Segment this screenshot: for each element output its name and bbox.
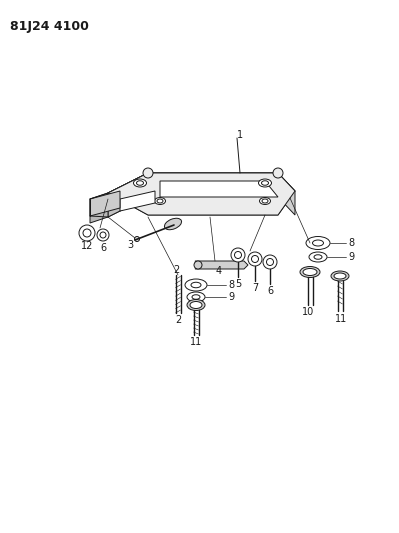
Polygon shape [90, 193, 108, 223]
Text: 9: 9 [348, 252, 354, 262]
Ellipse shape [309, 252, 327, 262]
Ellipse shape [187, 300, 205, 311]
Ellipse shape [164, 219, 182, 230]
Circle shape [273, 168, 283, 178]
Text: 81J24 4100: 81J24 4100 [10, 20, 89, 33]
Ellipse shape [303, 269, 317, 276]
Polygon shape [160, 181, 278, 197]
Text: 11: 11 [190, 337, 202, 347]
Circle shape [267, 259, 273, 265]
Circle shape [83, 229, 91, 237]
Text: 3: 3 [127, 240, 133, 250]
Circle shape [97, 229, 109, 241]
Ellipse shape [192, 295, 200, 299]
Text: 5: 5 [235, 279, 241, 289]
Ellipse shape [262, 199, 268, 203]
Polygon shape [195, 261, 248, 269]
Ellipse shape [300, 266, 320, 278]
Circle shape [248, 252, 262, 266]
Circle shape [143, 168, 153, 178]
Text: 11: 11 [335, 314, 347, 324]
Text: 7: 7 [252, 283, 258, 293]
Circle shape [235, 252, 241, 259]
Ellipse shape [331, 271, 349, 281]
Text: 10: 10 [302, 307, 314, 317]
Ellipse shape [314, 255, 322, 259]
Circle shape [231, 248, 245, 262]
Ellipse shape [187, 292, 205, 302]
Text: 2: 2 [175, 315, 181, 325]
Text: 1: 1 [237, 130, 243, 140]
Ellipse shape [136, 181, 144, 185]
Text: 8: 8 [228, 280, 234, 290]
Ellipse shape [134, 179, 146, 187]
Ellipse shape [261, 181, 269, 185]
Polygon shape [120, 191, 155, 211]
Polygon shape [108, 173, 295, 215]
Ellipse shape [190, 302, 202, 309]
Polygon shape [90, 191, 120, 216]
Ellipse shape [259, 198, 271, 205]
Circle shape [251, 255, 259, 262]
Ellipse shape [312, 240, 324, 246]
Circle shape [100, 232, 106, 238]
Polygon shape [108, 173, 295, 217]
Polygon shape [108, 173, 295, 215]
Ellipse shape [154, 198, 166, 205]
Ellipse shape [194, 261, 202, 269]
Text: 6: 6 [100, 243, 106, 253]
Circle shape [79, 225, 95, 241]
Ellipse shape [259, 179, 271, 187]
Ellipse shape [185, 279, 207, 291]
Ellipse shape [334, 273, 346, 279]
Circle shape [263, 255, 277, 269]
Text: 9: 9 [228, 292, 234, 302]
Ellipse shape [191, 282, 201, 288]
Polygon shape [108, 173, 148, 217]
Text: 2: 2 [173, 265, 179, 275]
Text: 12: 12 [81, 241, 93, 251]
Text: 4: 4 [216, 266, 222, 276]
Text: 6: 6 [267, 286, 273, 296]
Ellipse shape [157, 199, 163, 203]
Ellipse shape [306, 237, 330, 249]
Ellipse shape [134, 237, 140, 241]
Text: 8: 8 [348, 238, 354, 248]
